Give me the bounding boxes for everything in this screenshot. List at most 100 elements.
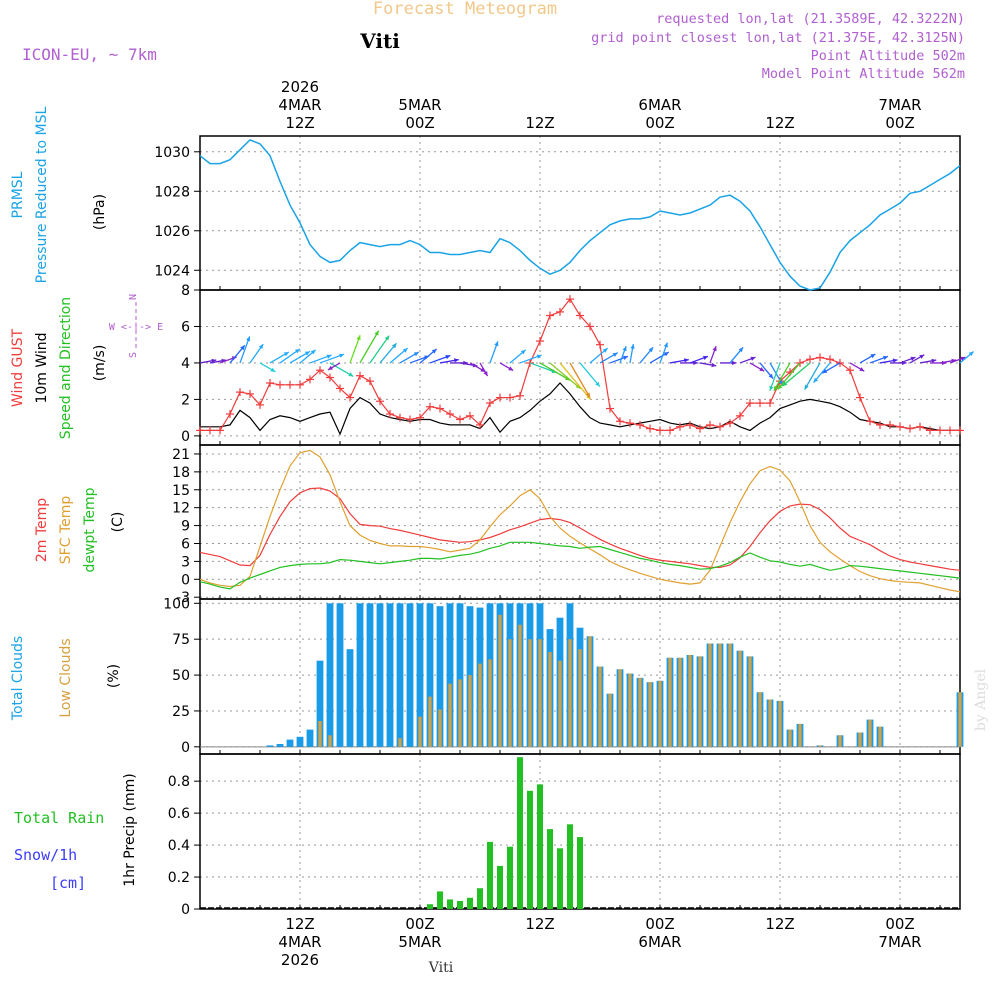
wind-arrow-head xyxy=(892,358,898,363)
time-label-top: 12Z xyxy=(765,114,794,132)
rain-bar xyxy=(507,846,513,909)
gust-marker xyxy=(956,426,964,435)
wind-arrow-head xyxy=(310,349,316,355)
wind-arrow-head xyxy=(270,367,276,372)
low-cloud-bar xyxy=(628,673,632,747)
low-cloud-bar xyxy=(878,726,882,747)
ytick-label: 0 xyxy=(181,902,190,918)
rain-bar xyxy=(437,891,443,909)
wind-arrow xyxy=(349,334,361,364)
wind-arrow-head xyxy=(402,348,408,353)
wind-arrow xyxy=(919,358,937,364)
wind-arrow-shaft xyxy=(579,362,601,387)
wind-arrow-shaft xyxy=(782,362,811,387)
low-cloud-bar xyxy=(568,639,572,747)
time-label-bottom: 00Z xyxy=(405,915,434,933)
wind-arrow-head xyxy=(883,355,888,360)
gust-marker xyxy=(586,322,594,331)
gust-marker xyxy=(546,311,554,320)
gust-marker xyxy=(406,415,414,424)
gust-marker xyxy=(826,355,834,364)
rain-bar xyxy=(517,757,523,909)
wind-arrow-head xyxy=(623,355,628,360)
wind-arrow xyxy=(849,362,865,372)
gust-marker xyxy=(646,424,654,433)
gust-marker xyxy=(566,295,574,304)
wind-arrow xyxy=(949,356,966,364)
wind-arrow xyxy=(379,342,397,364)
gust-marker xyxy=(436,404,444,413)
wind-arrow xyxy=(569,362,591,398)
gust-marker xyxy=(606,404,614,413)
rain-bar xyxy=(547,829,553,909)
wind-arrow xyxy=(939,358,957,364)
wind-arrow-head xyxy=(738,347,744,353)
total-cloud-bar xyxy=(346,649,354,747)
time-label-top: 00Z xyxy=(405,114,434,132)
t2m-label: 2m Temp xyxy=(34,498,50,562)
wind-arrow-head xyxy=(782,381,788,387)
gust-marker xyxy=(486,399,494,408)
wind-arrow xyxy=(782,362,811,387)
low-cloud-bar xyxy=(398,738,402,747)
low-cloud-bar xyxy=(818,745,822,747)
rain-bar xyxy=(447,899,453,909)
precip-ylabel: 1hr Precip (mm) xyxy=(122,773,138,886)
ytick-label: 1026 xyxy=(154,224,190,240)
series-t2m xyxy=(199,487,961,571)
wind-arrow xyxy=(659,342,669,364)
wind-arrow xyxy=(899,356,916,364)
gust-marker xyxy=(206,426,214,435)
gust-marker xyxy=(376,397,384,406)
wind-arrow-head xyxy=(663,352,669,357)
panel-temp: -3 0 3 69 12 15 18 21 xyxy=(172,444,961,606)
gust-marker xyxy=(466,411,474,420)
rain-bar xyxy=(577,837,583,909)
ytick-label: 15 xyxy=(172,483,190,499)
wind-dir-label: Speed and Direction xyxy=(58,297,74,439)
wind-arrow-head xyxy=(919,354,925,359)
location-name: Viti xyxy=(359,29,400,53)
wind-arrow-shaft xyxy=(777,362,801,390)
low-cloud-bar xyxy=(528,639,532,747)
low-cloud-bar xyxy=(668,657,672,747)
wind-arrow-shaft xyxy=(369,335,390,364)
total-cloud-bar xyxy=(296,736,304,747)
wind-arrow xyxy=(269,351,290,364)
wind-arrow xyxy=(419,348,438,364)
gust-marker xyxy=(196,426,204,435)
gust-marker xyxy=(756,399,764,408)
ytick-label: 0 xyxy=(181,572,190,588)
wind-arrow xyxy=(299,349,317,364)
wind-arrow xyxy=(619,345,627,364)
wind-arrow-head xyxy=(859,367,865,372)
dewpt-label: dewpt Temp xyxy=(82,487,98,572)
wind-arrow-head xyxy=(774,385,779,391)
wind-arrow xyxy=(599,352,618,364)
wind-arrow xyxy=(327,362,341,371)
wind-arrow xyxy=(777,362,801,390)
gust-marker xyxy=(816,353,824,362)
gust-marker xyxy=(806,355,814,364)
gust-marker xyxy=(366,377,374,386)
wind-arrow xyxy=(739,356,756,364)
wind-arrow-shaft xyxy=(769,362,781,391)
total-cloud-bar xyxy=(366,603,374,747)
chart-title: Forecast Meteogram xyxy=(373,0,557,19)
low-cloud-bar xyxy=(758,692,762,747)
wind-arrow-head xyxy=(750,356,756,361)
wind-arrow-head xyxy=(759,367,765,372)
wind-arrow-head xyxy=(732,360,737,366)
total-cloud-bar xyxy=(396,603,404,747)
wind-arrow xyxy=(539,362,571,381)
wind-arrow xyxy=(822,362,841,374)
wind-arrow-head xyxy=(494,341,499,347)
low-cloud-bar xyxy=(838,735,842,747)
wind-arrow xyxy=(359,330,380,364)
wind-arrow-head xyxy=(968,351,974,357)
time-label-top: 4MAR xyxy=(278,96,321,114)
gust-marker xyxy=(856,393,864,402)
wind-arrow-head xyxy=(703,355,708,360)
gust-marker xyxy=(396,413,404,422)
wind-arrow xyxy=(329,362,354,377)
